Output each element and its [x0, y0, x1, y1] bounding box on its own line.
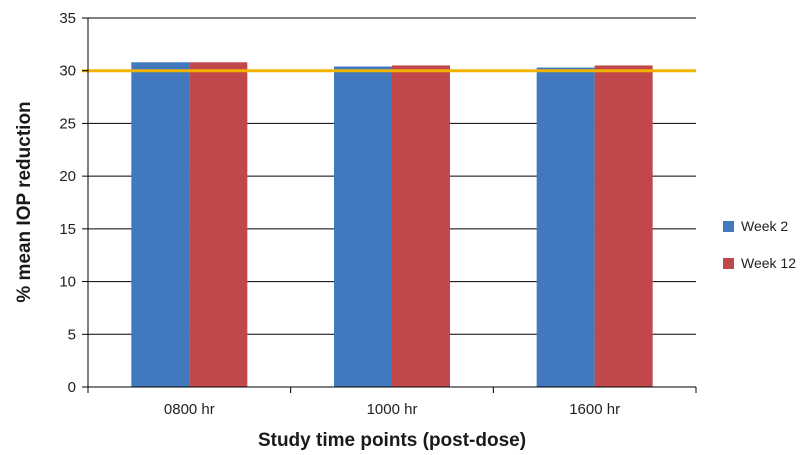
- y-axis-title: % mean IOP reduction: [14, 101, 35, 302]
- x-tick-label: 1600 hr: [569, 401, 620, 418]
- legend: Week 2 Week 12: [723, 218, 796, 271]
- axes: [82, 17, 697, 393]
- legend-swatch: [723, 221, 734, 232]
- legend-label: Week 12: [741, 255, 796, 271]
- x-tick-label: 0800 hr: [164, 401, 215, 418]
- bar-week-2-1600-hr: [536, 67, 595, 388]
- bar-week-2-1000-hr: [334, 66, 392, 388]
- x-axis-title: Study time points (post-dose): [258, 430, 526, 451]
- legend-label: Week 2: [741, 218, 788, 234]
- tick-labels: 0 5 10 15 20 25 30 35 0800 hr 1000 hr 1600 hr: [59, 10, 620, 418]
- bar-week-12-0800-hr: [189, 62, 248, 387]
- y-tick-label: 25: [59, 115, 76, 132]
- y-tick-label: 35: [59, 10, 76, 27]
- legend-swatch: [723, 258, 734, 269]
- x-tick-label: 1000 hr: [367, 401, 418, 418]
- y-tick-label: 10: [59, 274, 76, 291]
- y-tick-label: 20: [59, 168, 76, 185]
- bars: [131, 62, 653, 388]
- y-tick-label: 15: [59, 221, 76, 238]
- bar-week-12-1600-hr: [594, 65, 653, 387]
- y-tick-label: 0: [68, 379, 76, 396]
- y-tick-label: 5: [68, 326, 76, 343]
- bar-week-12-1000-hr: [392, 65, 450, 387]
- y-tick-label: 30: [59, 63, 76, 80]
- bar-week-2-0800-hr: [131, 62, 190, 387]
